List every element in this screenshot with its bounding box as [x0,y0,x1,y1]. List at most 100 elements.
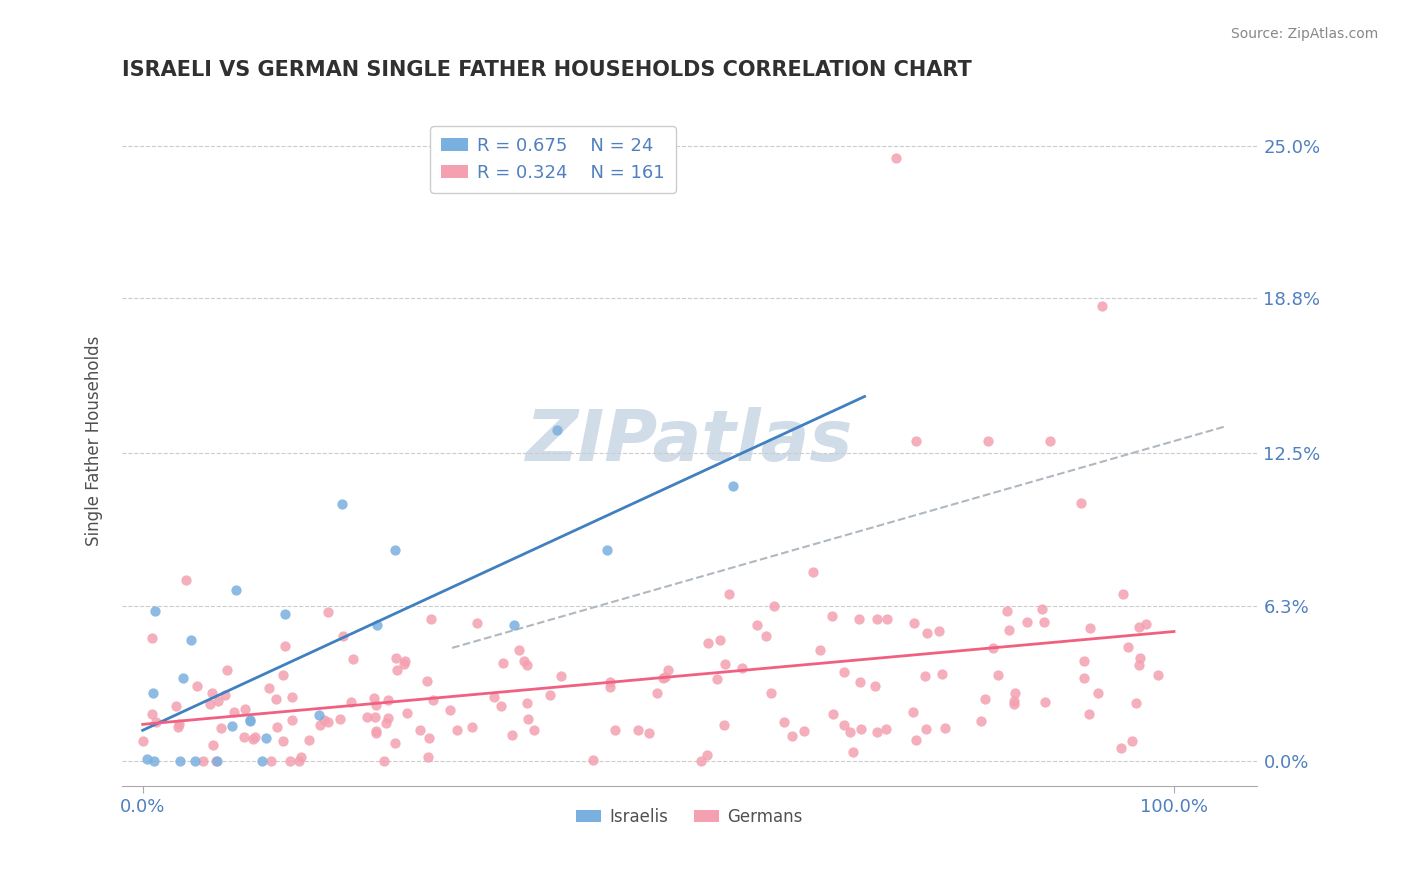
Point [697,635,720,649]
Point [1032,615,1054,629]
Point [167,717,190,731]
Text: ZIPatlas: ZIPatlas [526,407,853,475]
Point [392,657,415,671]
Point [821,609,844,624]
Point [312,713,335,727]
Point [1039,434,1062,449]
Point [516,696,538,710]
Point [271,734,294,748]
Point [1004,685,1026,699]
Point [233,730,256,744]
Point [385,650,408,665]
Point [172,671,194,685]
Point [214,688,236,702]
Point [222,705,245,719]
Point [252,754,274,768]
Point [366,698,388,712]
Point [550,669,572,683]
Point [271,668,294,682]
Point [977,434,1000,449]
Point [278,754,301,768]
Point [1073,654,1095,668]
Text: Source: ZipAtlas.com: Source: ZipAtlas.com [1230,27,1378,41]
Point [145,714,167,729]
Point [731,661,754,675]
Point [186,679,208,693]
Point [595,543,617,558]
Point [626,723,648,737]
Point [1002,694,1025,708]
Point [1015,615,1038,629]
Point [903,616,925,631]
Point [266,720,288,734]
Point [332,629,354,643]
Point [205,754,228,768]
Point [209,721,232,735]
Point [839,724,862,739]
Text: ISRAELI VS GERMAN SINGLE FATHER HOUSEHOLDS CORRELATION CHART: ISRAELI VS GERMAN SINGLE FATHER HOUSEHOL… [122,60,972,79]
Point [599,681,621,695]
Point [308,718,330,732]
Point [273,607,295,622]
Point [696,747,718,762]
Point [1031,601,1053,615]
Point [832,718,855,732]
Point [377,711,399,725]
Point [201,738,224,752]
Point [363,691,385,706]
Point [987,668,1010,682]
Point [503,618,526,632]
Point [875,722,897,736]
Point [201,686,224,700]
Point [225,583,247,598]
Point [866,724,889,739]
Point [582,753,605,767]
Point [239,714,262,728]
Point [1078,621,1101,635]
Point [264,691,287,706]
Point [599,675,621,690]
Point [970,714,993,728]
Point [647,686,669,700]
Point [245,730,267,744]
Point [384,736,406,750]
Point [318,715,340,730]
Point [1087,686,1109,700]
Point [184,754,207,768]
Point [981,640,1004,655]
Point [793,724,815,739]
Point [901,706,924,720]
Point [657,664,679,678]
Point [329,713,352,727]
Point [141,631,163,645]
Point [131,734,153,748]
Point [281,690,304,704]
Point [863,679,886,693]
Point [384,543,406,558]
Point [366,723,388,738]
Point [523,723,546,737]
Point [422,693,444,707]
Point [375,715,398,730]
Point [377,693,399,707]
Point [915,626,938,640]
Point [165,698,187,713]
Point [690,754,713,768]
Point [842,745,865,759]
Point [538,688,561,702]
Point [745,618,768,632]
Point [713,718,735,732]
Point [997,623,1019,637]
Point [260,754,283,768]
Point [931,666,953,681]
Point [1033,695,1056,709]
Point [363,710,385,724]
Point [217,663,239,677]
Point [780,729,803,743]
Point [876,612,898,626]
Point [1111,741,1133,756]
Point [755,629,778,643]
Point [773,715,796,730]
Point [387,663,409,677]
Point [274,639,297,653]
